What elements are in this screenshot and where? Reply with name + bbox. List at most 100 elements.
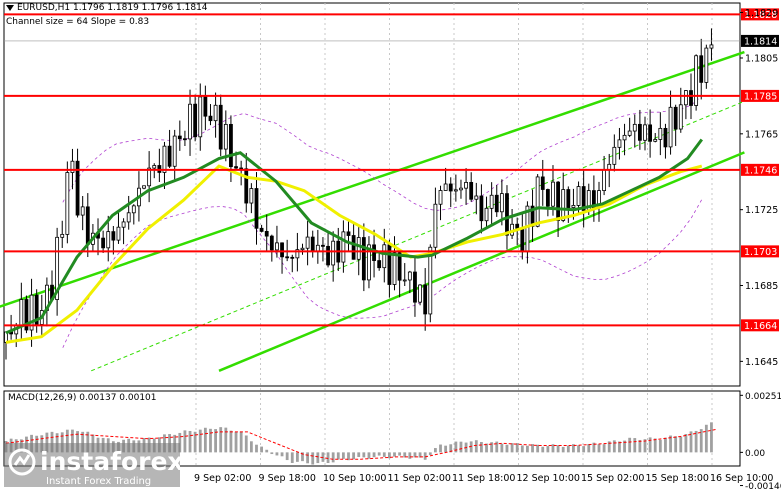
macd-histogram-bar: [658, 439, 662, 453]
macd-histogram-bar: [434, 448, 437, 453]
macd-y-tick-label: 0.00251: [745, 392, 781, 402]
x-tick-label: 16 Sep 10:00: [710, 473, 773, 484]
candle-body: [709, 44, 714, 49]
macd-y-tick-label: -0.00146: [745, 482, 781, 489]
macd-histogram-bar: [474, 440, 478, 453]
candle-body: [612, 146, 617, 165]
macd-histogram-bar: [582, 446, 586, 453]
macd-histogram-bar: [362, 452, 366, 458]
macd-histogram-bar: [219, 427, 223, 453]
candle-body: [367, 244, 371, 281]
macd-histogram-bar: [408, 452, 412, 459]
x-tick-label: 9 Sep 02:00: [194, 473, 251, 484]
candle-body: [341, 231, 346, 263]
candle-body: [540, 176, 545, 190]
macd-histogram-bar: [393, 452, 396, 457]
macd-histogram-bar: [418, 452, 422, 458]
candle-body: [372, 244, 376, 261]
candle-body: [183, 138, 187, 141]
candle-body: [310, 236, 315, 252]
macd-histogram-bar: [352, 452, 356, 460]
y-tick-label: 1.1725: [745, 205, 778, 216]
candle-body: [438, 190, 443, 205]
macd-histogram-bar: [311, 452, 315, 465]
ma-fast-line: [5, 164, 703, 344]
macd-histogram-bar: [198, 429, 202, 453]
candle-body: [494, 194, 499, 213]
macd-histogram-bar: [572, 444, 575, 453]
candle-body: [637, 123, 642, 141]
candle-body: [602, 169, 607, 192]
level-label-bg: [741, 245, 779, 258]
macd-histogram-bar: [214, 429, 217, 453]
candle-body: [75, 160, 80, 216]
channel-middle-line: [91, 100, 745, 372]
candle-body: [269, 235, 274, 251]
macd-histogram-bar: [71, 429, 74, 453]
macd-histogram-bar: [592, 442, 596, 453]
candle-body: [469, 181, 474, 200]
collapse-triangle-icon[interactable]: [6, 4, 14, 11]
macd-histogram-bar: [86, 431, 90, 453]
macd-histogram-bar: [449, 444, 453, 453]
candle-body: [474, 195, 479, 200]
candle-body: [305, 236, 310, 249]
candle-body: [545, 189, 550, 207]
candle-body: [19, 299, 24, 326]
macd-histogram-bar: [183, 430, 187, 453]
macd-y-tick-label: 0.00: [745, 449, 765, 459]
macd-histogram-bar: [679, 436, 683, 453]
candle-body: [203, 96, 208, 117]
macd-histogram-bar: [326, 452, 330, 464]
candle-body: [453, 189, 458, 192]
macd-histogram-bar: [413, 452, 417, 458]
candle-body: [300, 247, 305, 251]
macd-histogram-bar: [541, 446, 545, 453]
candle-body: [489, 194, 494, 209]
macd-histogram-bar: [628, 437, 632, 453]
candle-body: [295, 249, 300, 259]
channel-lower-line: [218, 151, 745, 372]
candle-body: [131, 205, 136, 214]
macd-histogram-bar: [377, 452, 381, 456]
candle-body: [290, 256, 295, 259]
macd-histogram-bar: [505, 444, 509, 453]
macd-histogram-bar: [510, 443, 514, 453]
candle-body: [535, 176, 540, 227]
macd-histogram-bar: [428, 452, 432, 455]
candle-body: [683, 90, 688, 106]
candle-body: [280, 242, 284, 258]
macd-histogram-bar: [423, 452, 427, 460]
macd-histogram-bar: [255, 444, 258, 453]
price-panel-frame: [3, 2, 741, 387]
macd-histogram-bar: [684, 434, 688, 453]
macd-histogram-bar: [178, 432, 182, 453]
macd-histogram-bar: [556, 445, 560, 453]
candle-body: [326, 245, 330, 266]
macd-histogram-bar: [398, 452, 402, 456]
candle-body: [321, 244, 325, 247]
candle-body: [55, 236, 60, 300]
macd-histogram-bar: [490, 442, 494, 453]
candle-body: [106, 231, 111, 249]
level-label-bg: [741, 89, 779, 102]
candle-body: [116, 226, 121, 241]
macd-histogram-bar: [55, 433, 59, 453]
macd-histogram-bar: [382, 452, 386, 457]
macd-histogram-bar: [546, 446, 550, 453]
macd-histogram-bar: [699, 429, 703, 453]
macd-histogram-bar: [347, 452, 350, 461]
candle-body: [694, 55, 699, 106]
candle-body: [699, 55, 704, 83]
macd-histogram-bar: [597, 444, 601, 453]
candle-body: [223, 123, 228, 150]
macd-histogram-bar: [485, 443, 488, 453]
macd-histogram-bar: [566, 445, 570, 453]
candle-body: [346, 231, 351, 236]
macd-histogram-bar: [459, 441, 463, 453]
ma-slow-line: [5, 138, 704, 335]
candle-body: [576, 186, 581, 206]
candle-body: [275, 242, 279, 251]
macd-histogram-bar: [249, 441, 253, 453]
